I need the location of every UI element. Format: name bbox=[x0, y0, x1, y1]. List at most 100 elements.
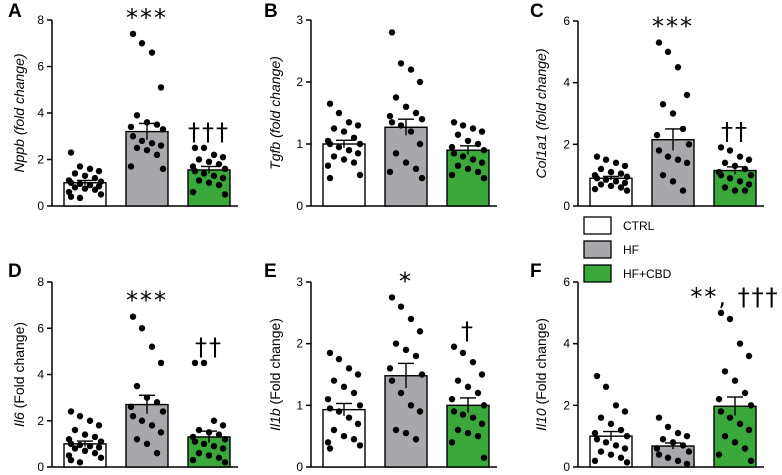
panel-label: C bbox=[530, 1, 544, 22]
panel-label: B bbox=[264, 1, 278, 22]
y-tick-label: 4 bbox=[37, 106, 44, 120]
data-point bbox=[685, 141, 693, 148]
data-point bbox=[454, 162, 462, 169]
data-point bbox=[354, 122, 362, 129]
data-point bbox=[350, 159, 358, 166]
data-point bbox=[157, 142, 165, 149]
data-point bbox=[76, 441, 84, 449]
data-point bbox=[745, 181, 753, 188]
data-point bbox=[153, 399, 161, 406]
data-point bbox=[153, 151, 161, 159]
data-point bbox=[612, 178, 620, 185]
data-point bbox=[397, 60, 405, 67]
legend: CTRL HF HF+CBD bbox=[583, 216, 672, 283]
data-point bbox=[412, 352, 420, 360]
data-point bbox=[189, 456, 197, 464]
data-point bbox=[674, 429, 682, 437]
data-point bbox=[71, 170, 79, 177]
data-point bbox=[402, 159, 410, 166]
data-point bbox=[148, 422, 156, 429]
data-point bbox=[607, 168, 615, 176]
y-tick-label: 0 bbox=[296, 460, 303, 474]
data-point bbox=[469, 125, 477, 132]
data-point bbox=[653, 445, 661, 452]
data-point bbox=[717, 144, 725, 151]
y-axis-label-gene: Tgfb bbox=[267, 142, 283, 170]
data-point bbox=[200, 440, 208, 448]
data-point bbox=[388, 29, 396, 36]
data-point bbox=[745, 426, 753, 434]
y-axis-label-unit: (Fold change) bbox=[267, 318, 283, 408]
data-point bbox=[71, 426, 79, 434]
data-point bbox=[741, 165, 749, 173]
data-point bbox=[330, 377, 338, 384]
y-axis-label-unit: (Fold change) bbox=[533, 318, 549, 408]
y-tick-label: 6 bbox=[37, 60, 44, 74]
data-point bbox=[659, 436, 667, 443]
data-point bbox=[388, 119, 396, 126]
data-point bbox=[356, 442, 364, 449]
data-point bbox=[392, 94, 400, 101]
data-point bbox=[683, 460, 691, 468]
panel-a: A Nppb (fold change) 0 2 4 6 8 *** ††† bbox=[8, 1, 238, 213]
data-point bbox=[679, 442, 687, 449]
data-point bbox=[474, 389, 482, 397]
data-point bbox=[464, 383, 472, 391]
data-point bbox=[664, 454, 672, 461]
data-point bbox=[617, 184, 625, 191]
data-point bbox=[340, 432, 348, 440]
panel-b: B Tgfb (fold change) 0 1 2 3 bbox=[264, 1, 497, 213]
legend-swatch-ctrl bbox=[583, 216, 612, 235]
data-point bbox=[669, 110, 677, 117]
data-point bbox=[350, 389, 358, 397]
data-point bbox=[143, 394, 151, 401]
data-point bbox=[326, 349, 334, 357]
data-point bbox=[623, 432, 631, 440]
data-point bbox=[459, 153, 467, 160]
data-point bbox=[326, 405, 334, 412]
data-point bbox=[454, 426, 462, 434]
data-point bbox=[86, 442, 94, 450]
data-point bbox=[397, 303, 405, 310]
significance-mark: *** bbox=[126, 4, 168, 32]
y-axis-label: Tgfb (fold change) bbox=[267, 56, 283, 170]
data-point bbox=[86, 165, 94, 172]
data-point bbox=[721, 368, 729, 375]
data-point bbox=[597, 414, 605, 421]
data-point bbox=[623, 187, 631, 194]
significance-mark: † bbox=[461, 317, 475, 345]
panel-c: C Col1a1 (fold change) 0 2 4 6 *** †† bbox=[530, 1, 764, 213]
data-point bbox=[726, 315, 734, 323]
data-point bbox=[448, 439, 456, 446]
data-point bbox=[81, 172, 89, 179]
data-point bbox=[731, 187, 739, 194]
bar-hf bbox=[384, 375, 428, 468]
data-point bbox=[478, 159, 486, 166]
data-point bbox=[392, 340, 400, 347]
y-tick-label: 0 bbox=[37, 460, 44, 474]
data-point bbox=[655, 414, 663, 421]
data-point bbox=[683, 91, 691, 99]
data-point bbox=[221, 436, 229, 443]
data-point bbox=[747, 171, 755, 179]
data-point bbox=[335, 109, 343, 117]
y-tick-label: 6 bbox=[563, 14, 570, 28]
data-point bbox=[745, 352, 753, 360]
data-point bbox=[469, 358, 477, 366]
data-point bbox=[195, 449, 203, 457]
data-point bbox=[200, 144, 208, 152]
data-point bbox=[81, 185, 89, 192]
data-point bbox=[219, 174, 227, 182]
data-point bbox=[459, 411, 467, 418]
data-point bbox=[655, 39, 663, 46]
data-point bbox=[621, 162, 629, 170]
data-point bbox=[683, 159, 691, 167]
data-point bbox=[76, 180, 84, 188]
data-point bbox=[191, 359, 199, 367]
data-point bbox=[129, 30, 137, 38]
data-point bbox=[340, 128, 348, 135]
y-tick-label: 2 bbox=[563, 398, 570, 412]
data-point bbox=[478, 420, 486, 428]
data-point bbox=[450, 150, 458, 157]
data-point bbox=[138, 325, 146, 332]
